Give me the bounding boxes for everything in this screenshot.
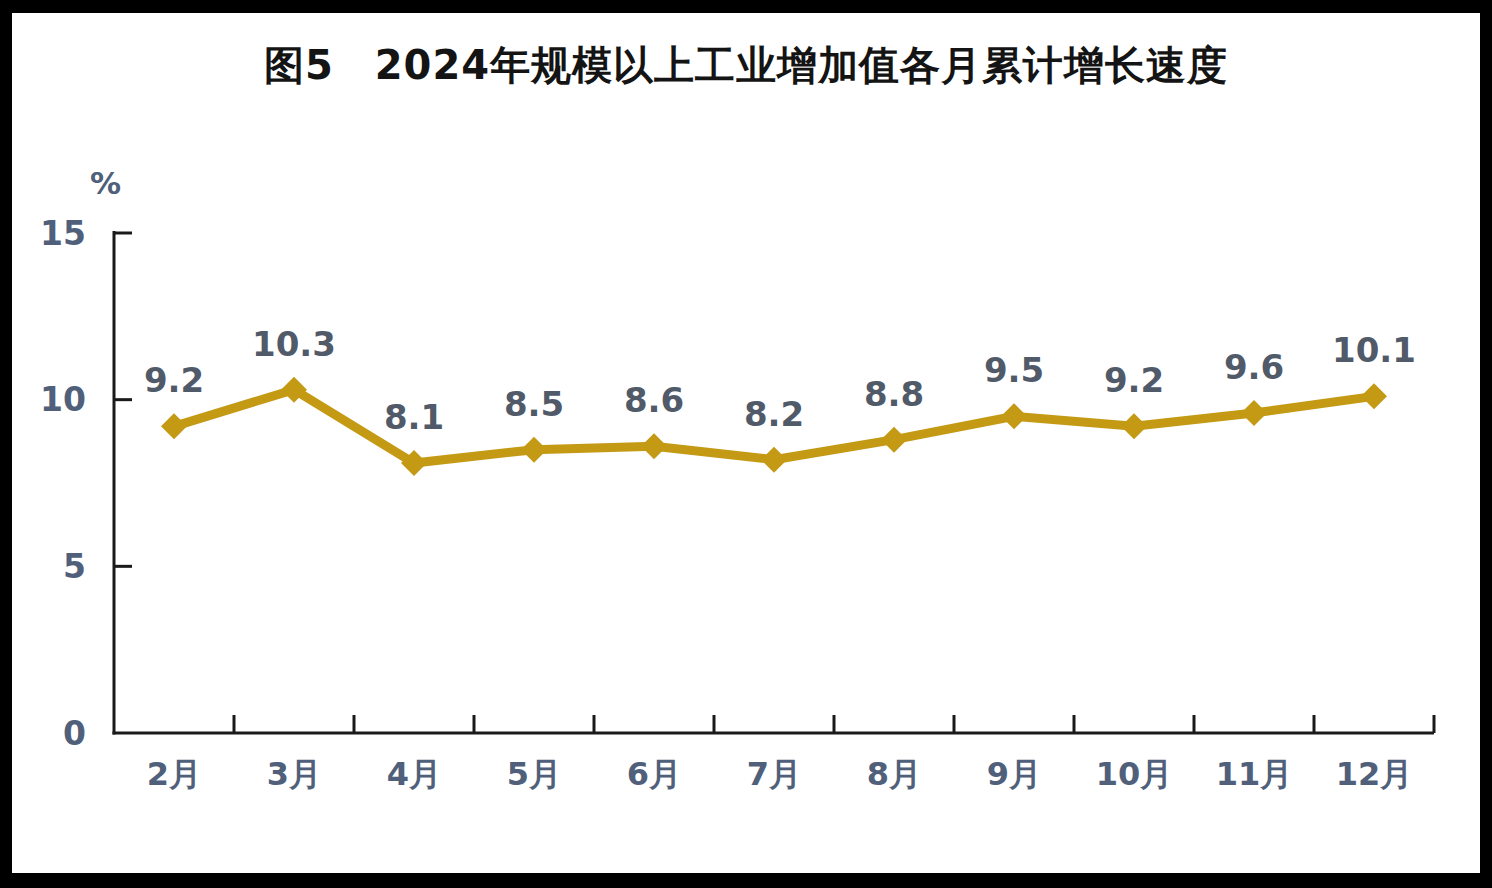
x-tick-label: 2月 (147, 755, 201, 793)
data-point-marker (1241, 400, 1267, 426)
data-point-label: 8.2 (744, 394, 804, 434)
data-point-marker (1121, 413, 1147, 439)
y-tick-label: 5 (63, 547, 86, 586)
x-tick-label: 11月 (1216, 755, 1293, 793)
x-tick-label: 12月 (1336, 755, 1413, 793)
y-tick-label: 0 (63, 714, 86, 753)
data-point-marker (161, 413, 187, 439)
x-tick-label: 3月 (267, 755, 321, 793)
data-point-label: 9.2 (1104, 360, 1164, 400)
data-point-marker (881, 427, 907, 453)
data-point-label: 8.5 (504, 384, 564, 424)
data-point-marker (521, 437, 547, 463)
chart-area: 图5 2024年规模以上工业增加值各月累计增长速度 % 0510152月3月4月… (12, 13, 1480, 873)
data-point-marker (1361, 383, 1387, 409)
data-point-marker (641, 433, 667, 459)
x-tick-label: 9月 (987, 755, 1041, 793)
screenshot-frame: 图5 2024年规模以上工业增加值各月累计增长速度 % 0510152月3月4月… (0, 0, 1492, 888)
data-point-marker (1001, 403, 1027, 429)
x-tick-label: 6月 (627, 755, 681, 793)
data-point-marker (761, 447, 787, 473)
data-point-label: 8.8 (864, 374, 924, 414)
y-tick-label: 10 (40, 380, 86, 419)
data-point-label: 9.6 (1224, 347, 1284, 387)
data-point-label: 8.6 (624, 380, 684, 420)
data-point-label: 9.5 (984, 350, 1044, 390)
data-point-label: 9.2 (144, 360, 204, 400)
x-tick-label: 5月 (507, 755, 561, 793)
x-tick-label: 8月 (867, 755, 921, 793)
line-chart-canvas: 0 5 10 15 2月 3月 4月 5月 6月 7月 8月 9月 10月 11月 12月 9.2 10.3 8.… (12, 13, 1480, 873)
x-tick-label: 7月 (747, 755, 801, 793)
x-tick-label: 10月 (1096, 755, 1173, 793)
data-point-label: 10.3 (252, 324, 336, 364)
data-point-label: 10.1 (1332, 330, 1416, 370)
y-tick-label: 15 (40, 214, 86, 253)
data-point-label: 8.1 (384, 397, 444, 437)
x-tick-label: 4月 (387, 755, 441, 793)
